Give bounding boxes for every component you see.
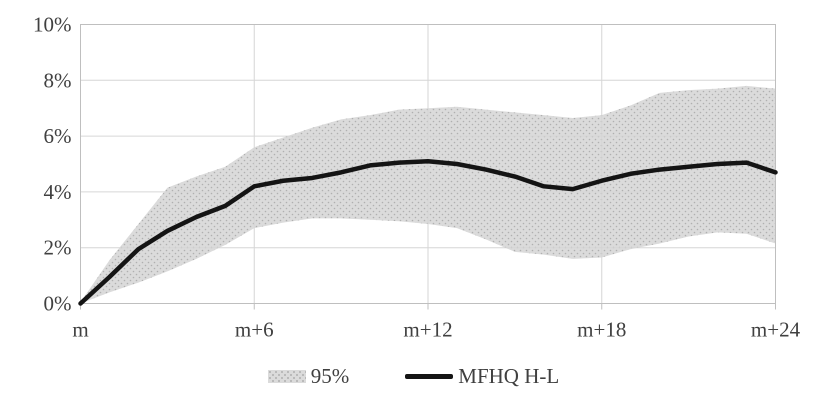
chart-legend: 95% MFHQ H-L bbox=[0, 364, 827, 389]
legend-label: 95% bbox=[310, 364, 350, 388]
y-axis-label: 8% bbox=[44, 68, 72, 92]
legend-item-95: 95% bbox=[267, 364, 350, 389]
x-axis-label: m+12 bbox=[403, 318, 452, 342]
legend-label: MFHQ H-L bbox=[458, 364, 560, 388]
x-axis-label: m+18 bbox=[577, 318, 626, 342]
y-axis-label: 4% bbox=[44, 180, 72, 204]
x-axis-label: m+6 bbox=[235, 318, 274, 342]
line-swatch-icon bbox=[405, 374, 454, 379]
legend-item-mfhq-hl: MFHQ H-L bbox=[405, 364, 559, 389]
x-axis-label: m bbox=[72, 318, 88, 342]
band-swatch-icon bbox=[267, 370, 306, 383]
series-line-mfhq-hl bbox=[78, 158, 778, 306]
y-axis-label: 10% bbox=[33, 13, 72, 37]
x-axis-label: m+24 bbox=[751, 318, 801, 342]
y-axis-label: 0% bbox=[44, 292, 72, 316]
y-axis-label: 2% bbox=[44, 236, 72, 260]
y-axis-label: 6% bbox=[44, 124, 72, 148]
